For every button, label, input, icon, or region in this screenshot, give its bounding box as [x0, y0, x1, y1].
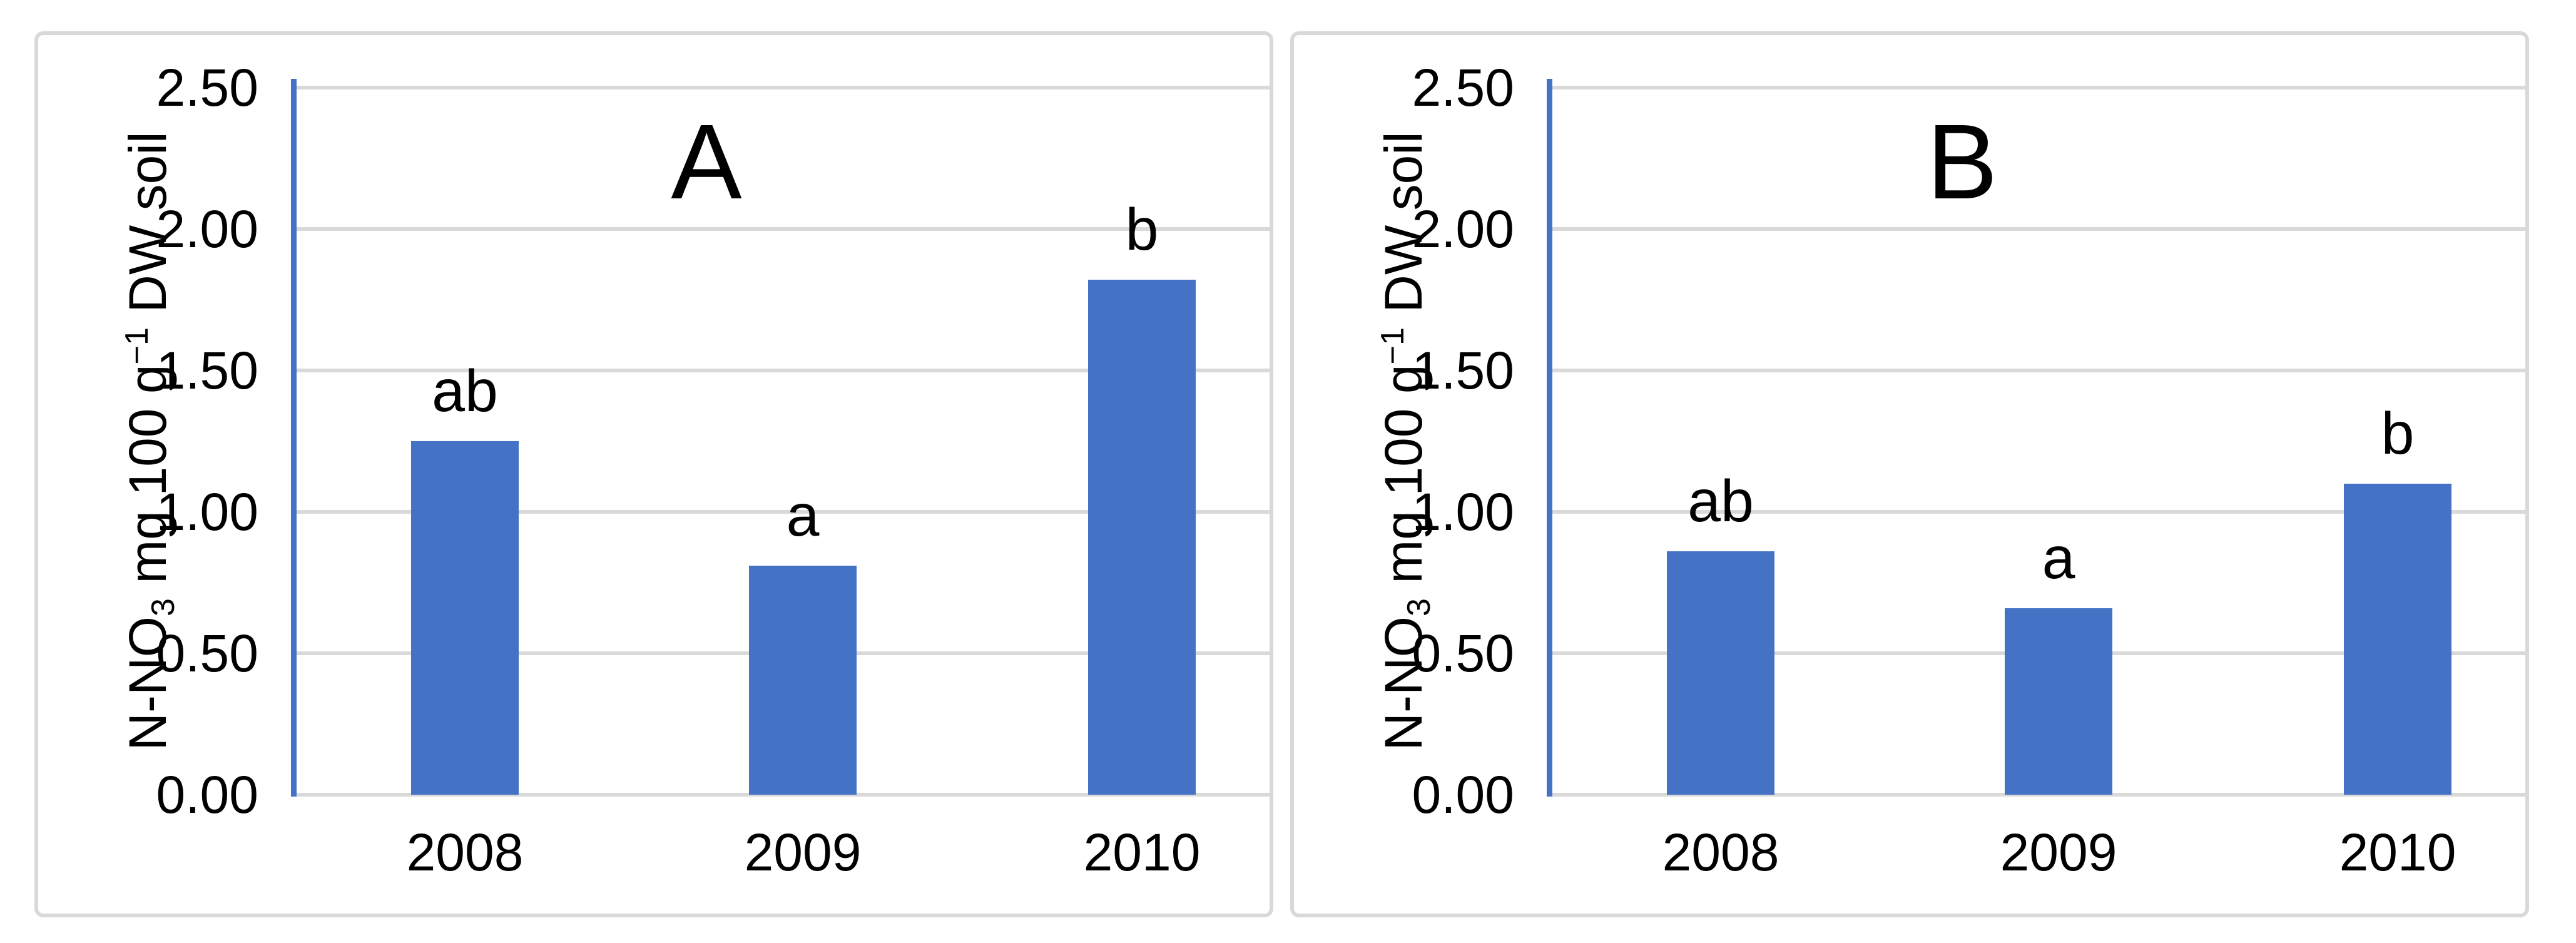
- y-tick-label: 2.00: [156, 200, 259, 258]
- y-axis-label-text: mg 100 g: [118, 364, 177, 599]
- y-tick-label: 1.50: [156, 341, 259, 400]
- gridline: [1550, 510, 2525, 514]
- bar-2009: [749, 566, 857, 795]
- gridline: [294, 510, 1270, 514]
- y-tick-label: 1.00: [156, 482, 259, 541]
- y-tick-label: 1.00: [1412, 482, 1515, 541]
- x-tick-label: 2010: [1083, 823, 1201, 882]
- x-tick-label: 2010: [2339, 823, 2456, 882]
- gridline: [1550, 369, 2525, 372]
- chart-panel-b: 0.00 0.50 1.00 1.50 2.00 2.50 ab 2008 a 2009 b 2010…: [1290, 31, 2529, 917]
- y-tick-label: 2.50: [156, 58, 259, 117]
- bar-2010: [1088, 280, 1196, 795]
- chart-title: A: [671, 103, 743, 222]
- y-axis-label-text: N-NO: [1373, 616, 1433, 751]
- y-axis-label-text: DW soil: [1373, 131, 1433, 328]
- gridline: [1550, 793, 2525, 797]
- gridline: [1550, 227, 2525, 231]
- chart-title: B: [1927, 103, 1999, 222]
- sig-letter: a: [2042, 525, 2075, 591]
- y-tick-label: 2.50: [1412, 58, 1515, 117]
- sig-letter: a: [786, 482, 820, 549]
- y-axis-label-subscript: 3: [145, 598, 181, 616]
- y-axis-line: [1547, 79, 1552, 797]
- gridline: [294, 227, 1270, 231]
- y-tick-label: 0.00: [156, 765, 259, 824]
- y-axis-label: N-NO3 mg 100 g−1 DW soil: [118, 131, 181, 751]
- gridline: [294, 86, 1270, 89]
- sig-letter: b: [1125, 196, 1159, 263]
- y-tick-label: 0.50: [156, 624, 259, 683]
- sig-letter: ab: [432, 358, 498, 424]
- x-tick-label: 2009: [744, 823, 862, 882]
- y-tick-label: 0.50: [1412, 624, 1515, 683]
- y-axis-line: [291, 79, 297, 797]
- y-tick-label: 1.50: [1412, 341, 1515, 400]
- chart-panel-a: 0.00 0.50 1.00 1.50 2.00 2.50 ab 2008 a 2009 b 2010…: [34, 31, 1273, 917]
- y-tick-label: 0.00: [1412, 765, 1515, 824]
- x-tick-label: 2008: [406, 823, 524, 882]
- y-tick-label: 2.00: [1412, 200, 1515, 258]
- y-axis-label-text: DW soil: [118, 131, 177, 328]
- sig-letter: b: [2381, 400, 2415, 467]
- bar-2009: [2005, 608, 2112, 795]
- bar-2008: [411, 441, 519, 795]
- y-axis-label-subscript: 3: [1400, 598, 1437, 616]
- x-tick-label: 2009: [2000, 823, 2117, 882]
- x-tick-label: 2008: [1662, 823, 1779, 882]
- y-axis-label-text: N-NO: [118, 616, 177, 751]
- gridline: [294, 793, 1270, 797]
- bar-2008: [1667, 551, 1774, 795]
- bar-2010: [2344, 484, 2451, 795]
- y-axis-label-superscript: −1: [119, 327, 156, 365]
- sig-letter: ab: [1688, 468, 1754, 534]
- y-axis-label-text: mg 100 g: [1373, 364, 1433, 599]
- y-axis-label-superscript: −1: [1375, 327, 1412, 365]
- gridline: [294, 369, 1270, 372]
- y-axis-label: N-NO3 mg 100 g−1 DW soil: [1373, 131, 1437, 751]
- gridline: [1550, 86, 2525, 89]
